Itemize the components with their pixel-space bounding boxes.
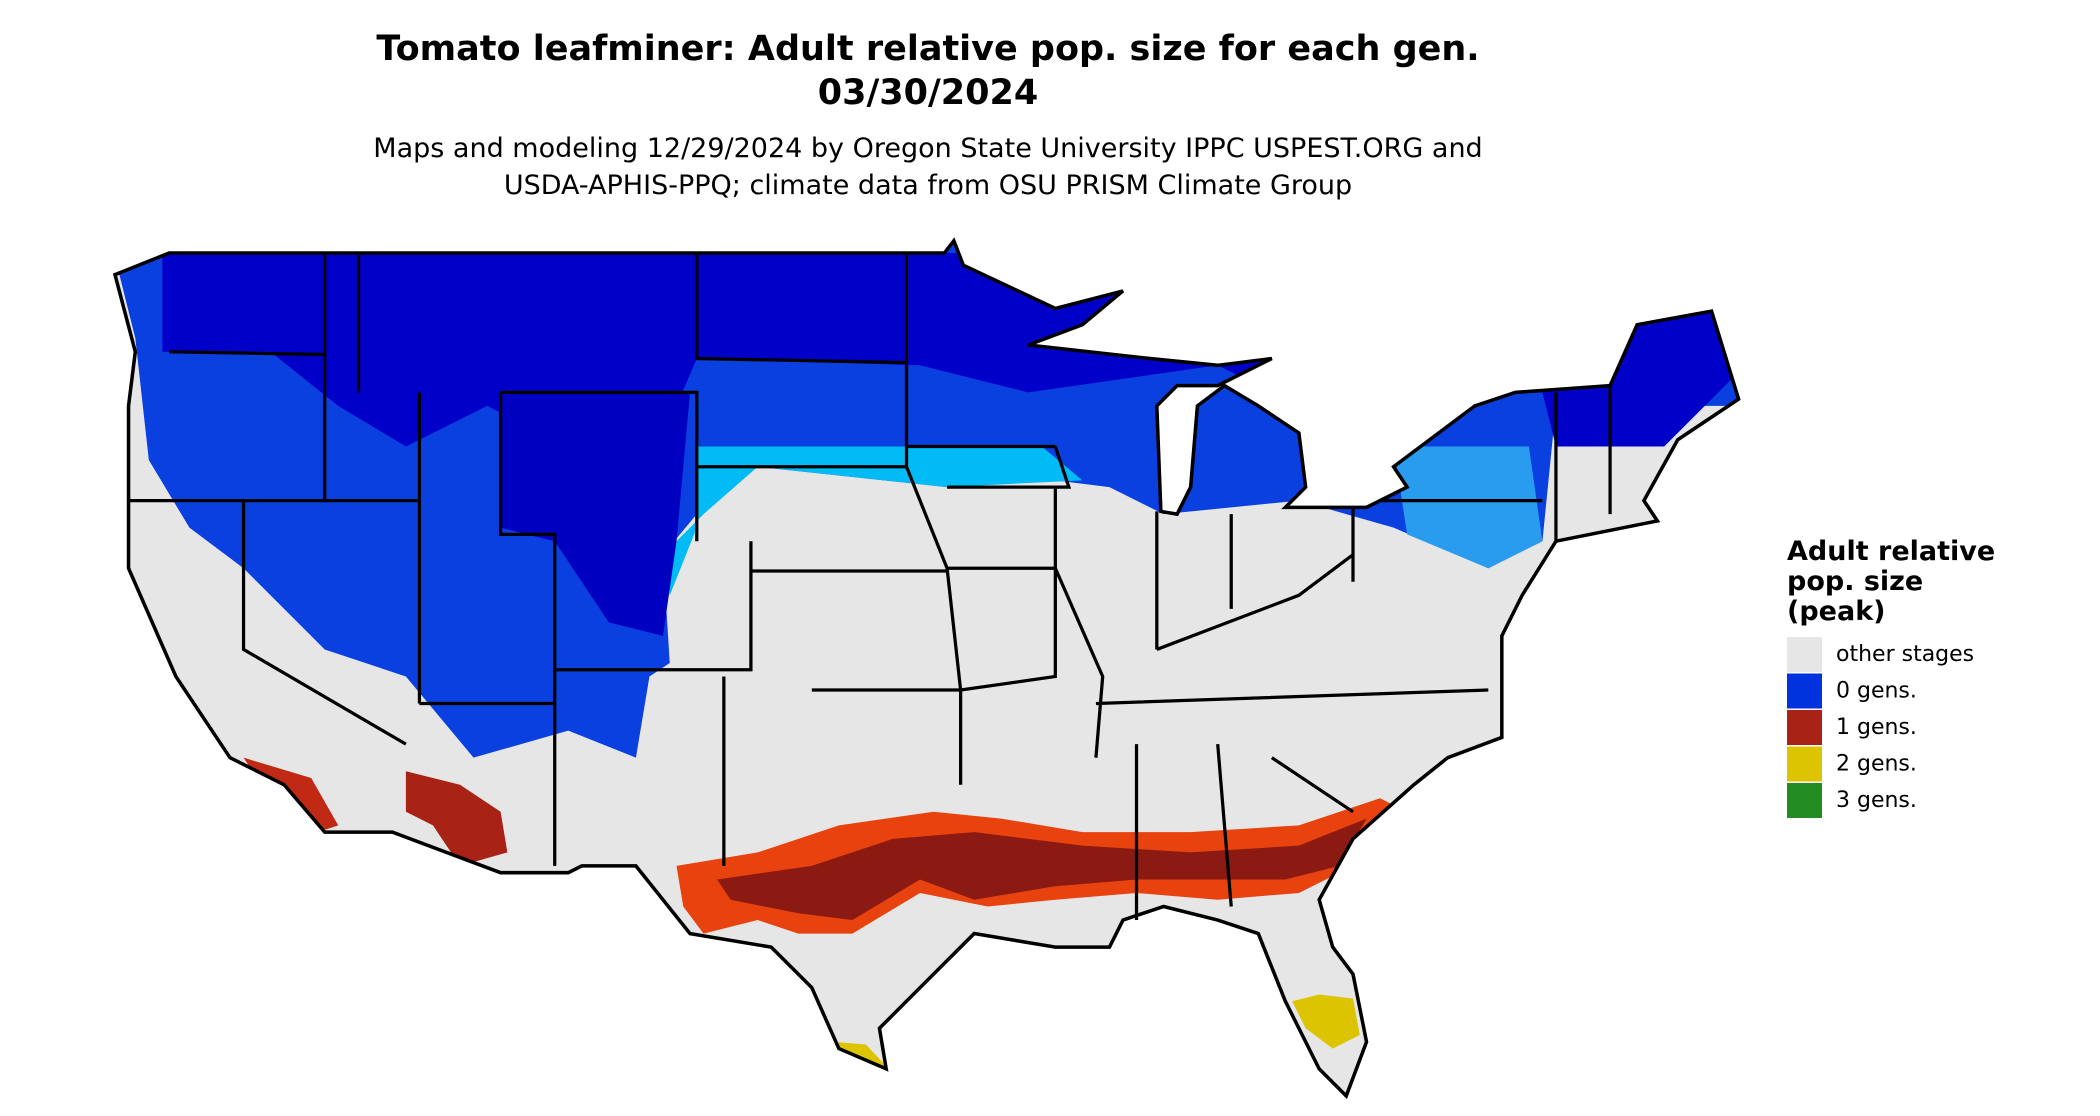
legend-label: 2 gens. [1836,752,1917,777]
subtitle: Maps and modeling 12/29/2024 by Oregon S… [373,133,1482,164]
country-outline [112,237,1741,1100]
region [405,771,508,866]
legend-swatch [1787,783,1822,818]
region [832,1041,887,1067]
legend-swatch [1787,673,1822,709]
title: 03/30/2024 [818,73,1038,113]
subtitle: USDA-APHIS-PPQ; climate data from OSU PR… [504,170,1352,201]
legend-swatch [1787,746,1822,782]
legend-swatch [1787,710,1822,745]
legend-label: other stages [1836,642,1974,667]
region [1292,994,1360,1049]
region [1393,446,1543,569]
legend-title: (peak) [1787,596,1886,627]
title: Tomato leafminer: Adult relative pop. si… [376,29,1479,69]
legend-title: pop. size [1787,566,1923,597]
legend-label: 3 gens. [1836,788,1917,813]
legend-swatch [1787,637,1822,672]
state-borders [128,253,1612,921]
legend-label: 1 gens. [1836,715,1917,740]
region [500,392,691,636]
legend-title: Adult relative [1787,536,1995,567]
region [717,818,1367,921]
region [662,446,1083,596]
legend-label: 0 gens. [1836,679,1917,704]
